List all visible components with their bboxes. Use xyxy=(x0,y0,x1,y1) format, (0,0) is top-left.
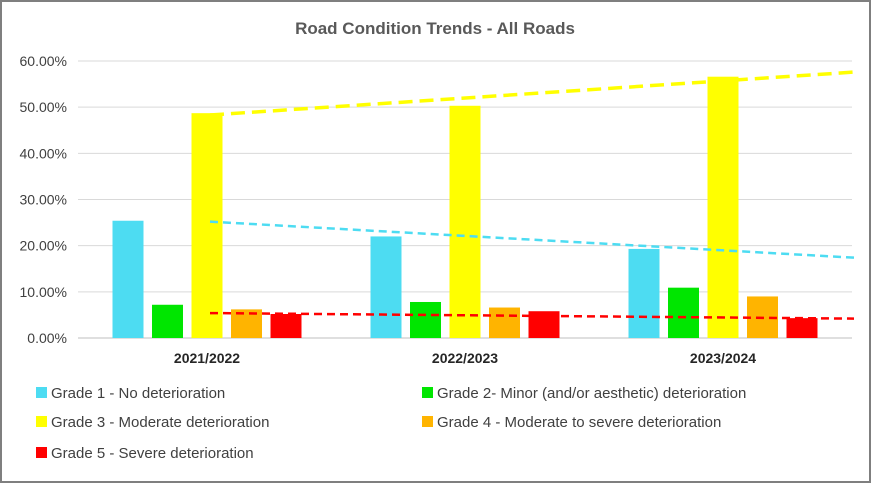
trendlines xyxy=(209,70,855,320)
y-tick-label: 40.00% xyxy=(20,145,67,161)
bar xyxy=(370,236,402,338)
legend-label: Grade 1 - No deterioration xyxy=(51,385,225,402)
x-tick-label: 2022/2023 xyxy=(432,350,498,366)
bar xyxy=(231,309,262,338)
y-tick-label: 30.00% xyxy=(20,192,67,208)
bar xyxy=(152,304,183,338)
y-tick-label: 20.00% xyxy=(20,238,67,254)
legend-label: Grade 3 - Moderate deterioration xyxy=(51,414,269,431)
y-tick-label: 60.00% xyxy=(20,53,67,69)
legend-swatch xyxy=(422,416,433,427)
y-axis-ticks: 0.00% 10.00% 20.00% 30.00% 40.00% 50.00% 60.00… xyxy=(20,53,67,346)
bar xyxy=(786,318,818,338)
bar xyxy=(628,248,660,338)
bar xyxy=(449,105,481,338)
chart-title: Road Condition Trends - All Roads xyxy=(295,19,575,38)
trendline xyxy=(209,311,855,320)
y-tick-label: 0.00% xyxy=(27,330,67,346)
bar xyxy=(707,76,739,339)
y-tick-label: 10.00% xyxy=(20,284,67,300)
legend-swatch xyxy=(36,387,47,398)
x-axis-ticks: 2021/2022 2022/2023 2023/2024 xyxy=(174,350,756,366)
trendline xyxy=(209,70,855,117)
legend-label: Grade 2- Minor (and/or aesthetic) deteri… xyxy=(437,385,746,402)
bar xyxy=(410,301,441,338)
bar xyxy=(112,220,144,338)
legend-swatch xyxy=(422,387,433,398)
bar xyxy=(270,313,302,338)
legend-label: Grade 4 - Moderate to severe deteriorati… xyxy=(437,414,721,431)
legend-swatch xyxy=(36,416,47,427)
bar xyxy=(191,113,223,338)
x-tick-label: 2023/2024 xyxy=(690,350,756,366)
bars xyxy=(112,76,818,339)
y-tick-label: 50.00% xyxy=(20,99,67,115)
legend: Grade 1 - No deterioration Grade 2- Minor… xyxy=(36,385,746,462)
legend-label: Grade 5 - Severe deterioration xyxy=(51,445,254,462)
x-tick-label: 2021/2022 xyxy=(174,350,240,366)
bar xyxy=(489,307,520,338)
bar xyxy=(668,287,699,338)
legend-swatch xyxy=(36,447,47,458)
trendline xyxy=(209,220,855,259)
